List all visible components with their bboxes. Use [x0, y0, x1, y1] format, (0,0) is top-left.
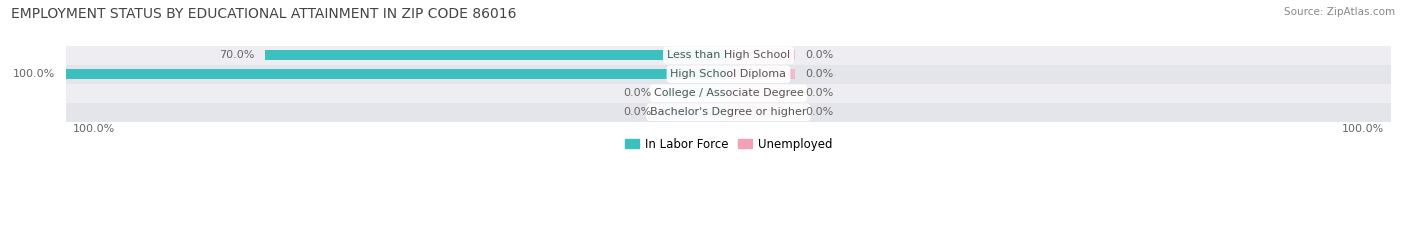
Bar: [728, 88, 794, 98]
Legend: In Labor Force, Unemployed: In Labor Force, Unemployed: [620, 133, 837, 155]
Text: Less than High School: Less than High School: [666, 50, 790, 60]
Bar: [264, 50, 728, 60]
Text: Bachelor's Degree or higher: Bachelor's Degree or higher: [650, 107, 807, 117]
Text: 0.0%: 0.0%: [806, 107, 834, 117]
Text: College / Associate Degree: College / Associate Degree: [654, 88, 803, 98]
Text: 70.0%: 70.0%: [219, 50, 254, 60]
Text: 0.0%: 0.0%: [806, 88, 834, 98]
Text: 0.0%: 0.0%: [623, 88, 651, 98]
Text: 0.0%: 0.0%: [806, 50, 834, 60]
Bar: [66, 46, 1391, 65]
Bar: [66, 84, 1391, 103]
Bar: [662, 88, 728, 98]
Bar: [728, 50, 794, 60]
Bar: [66, 65, 1391, 84]
Bar: [728, 107, 794, 117]
Text: Source: ZipAtlas.com: Source: ZipAtlas.com: [1284, 7, 1395, 17]
Text: 100.0%: 100.0%: [73, 124, 115, 134]
Bar: [66, 69, 728, 79]
Text: 0.0%: 0.0%: [806, 69, 834, 79]
Bar: [66, 103, 1391, 122]
Text: 100.0%: 100.0%: [13, 69, 55, 79]
Text: High School Diploma: High School Diploma: [671, 69, 786, 79]
Bar: [662, 107, 728, 117]
Text: 100.0%: 100.0%: [1343, 124, 1385, 134]
Bar: [728, 69, 794, 79]
Text: 0.0%: 0.0%: [623, 107, 651, 117]
Text: EMPLOYMENT STATUS BY EDUCATIONAL ATTAINMENT IN ZIP CODE 86016: EMPLOYMENT STATUS BY EDUCATIONAL ATTAINM…: [11, 7, 517, 21]
